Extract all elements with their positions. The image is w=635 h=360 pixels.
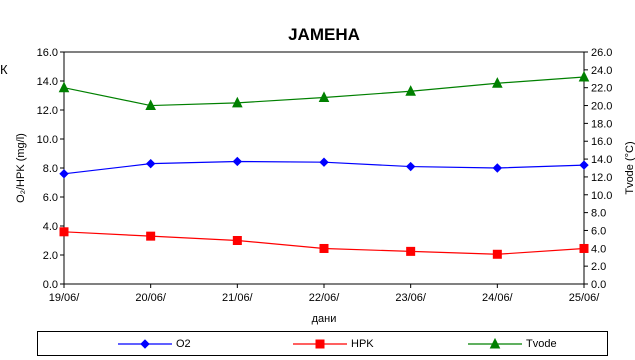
legend-item-o2: O2 — [118, 332, 191, 355]
y-axis-label-right: Tvode (°C) — [624, 141, 635, 194]
legend-symbol — [315, 339, 325, 348]
legend-label: O2 — [176, 337, 191, 350]
data-point-o2 — [145, 158, 156, 169]
y-tick-label-right: 24.0 — [591, 65, 612, 77]
data-point-o2 — [319, 157, 329, 167]
legend-label: HPK — [351, 337, 374, 350]
y-tick-label-right: 0.0 — [591, 279, 606, 291]
data-point-tvode — [492, 77, 503, 88]
y-tick-label-right: 8.0 — [591, 208, 606, 220]
legend-symbol — [489, 337, 501, 348]
y-tick-label-right: 14.0 — [591, 154, 612, 166]
data-point-hpk — [319, 243, 329, 253]
data-point-hpk — [146, 231, 156, 241]
x-tick-label: 25/06/ — [569, 292, 601, 304]
y-tick-label-right: 10.0 — [591, 190, 612, 202]
data-point-hpk — [59, 227, 69, 237]
y-tick-label-left: 2.0 — [43, 250, 58, 262]
data-point-o2 — [579, 160, 589, 170]
y-tick-label-left: 6.0 — [43, 192, 58, 204]
data-point-o2 — [232, 156, 243, 167]
data-point-o2 — [59, 169, 69, 179]
x-axis-label: дани — [312, 313, 337, 325]
y-tick-label-left: 4.0 — [43, 221, 58, 233]
legend: O2 HPK Tvode — [37, 331, 608, 356]
y-tick-label-left: 16.0 — [37, 47, 58, 59]
data-point-tvode — [232, 96, 243, 108]
y-tick-label-right: 4.0 — [591, 243, 606, 255]
y-tick-label-right: 6.0 — [591, 225, 606, 237]
y-tick-label-left: 0.0 — [43, 279, 58, 291]
x-tick-label: 21/06/ — [222, 292, 254, 304]
data-point-hpk — [492, 249, 502, 259]
data-point-tvode — [58, 81, 70, 93]
legend-symbol — [140, 338, 150, 349]
x-tick-label: 23/06/ — [395, 292, 427, 304]
data-point-o2 — [405, 161, 416, 172]
legend-item-tvode: Tvode — [468, 332, 557, 355]
data-point-hpk — [232, 236, 242, 245]
y-tick-label-right: 12.0 — [591, 172, 612, 184]
y-tick-label-right: 18.0 — [591, 118, 612, 130]
data-point-tvode — [578, 70, 590, 82]
y-tick-label-right: 20.0 — [591, 101, 612, 113]
data-point-tvode — [318, 91, 330, 103]
chart-title: ЈАМЕНА — [288, 25, 360, 44]
legend-item-hpk: HPK — [293, 332, 374, 355]
data-point-tvode — [145, 99, 156, 111]
x-tick-label: 24/06/ — [482, 292, 514, 304]
edge-text: К — [0, 62, 8, 77]
y-tick-label-right: 16.0 — [591, 136, 612, 148]
y-tick-label-left: 10.0 — [37, 134, 58, 146]
legend-marker-tvode — [468, 337, 522, 348]
legend-marker-o2 — [118, 338, 172, 349]
y-tick-label-right: 2.0 — [591, 261, 606, 273]
x-tick-label: 19/06/ — [49, 292, 81, 304]
legend-marker-hpk — [293, 339, 347, 348]
y-tick-label-left: 12.0 — [37, 105, 58, 117]
y-tick-label-right: 22.0 — [591, 83, 612, 95]
x-tick-label: 22/06/ — [309, 292, 341, 304]
y-axis-label-left: O₂/HPK (mg/l) — [15, 133, 27, 203]
y-tick-label-right: 26.0 — [591, 47, 612, 59]
data-point-tvode — [405, 85, 416, 96]
data-point-o2 — [492, 163, 503, 173]
data-point-hpk — [406, 246, 416, 256]
data-point-hpk — [579, 243, 589, 253]
y-tick-label-left: 8.0 — [43, 163, 58, 175]
y-tick-label-left: 14.0 — [37, 76, 58, 88]
legend-label: Tvode — [526, 337, 557, 350]
x-tick-label: 20/06/ — [135, 292, 167, 304]
